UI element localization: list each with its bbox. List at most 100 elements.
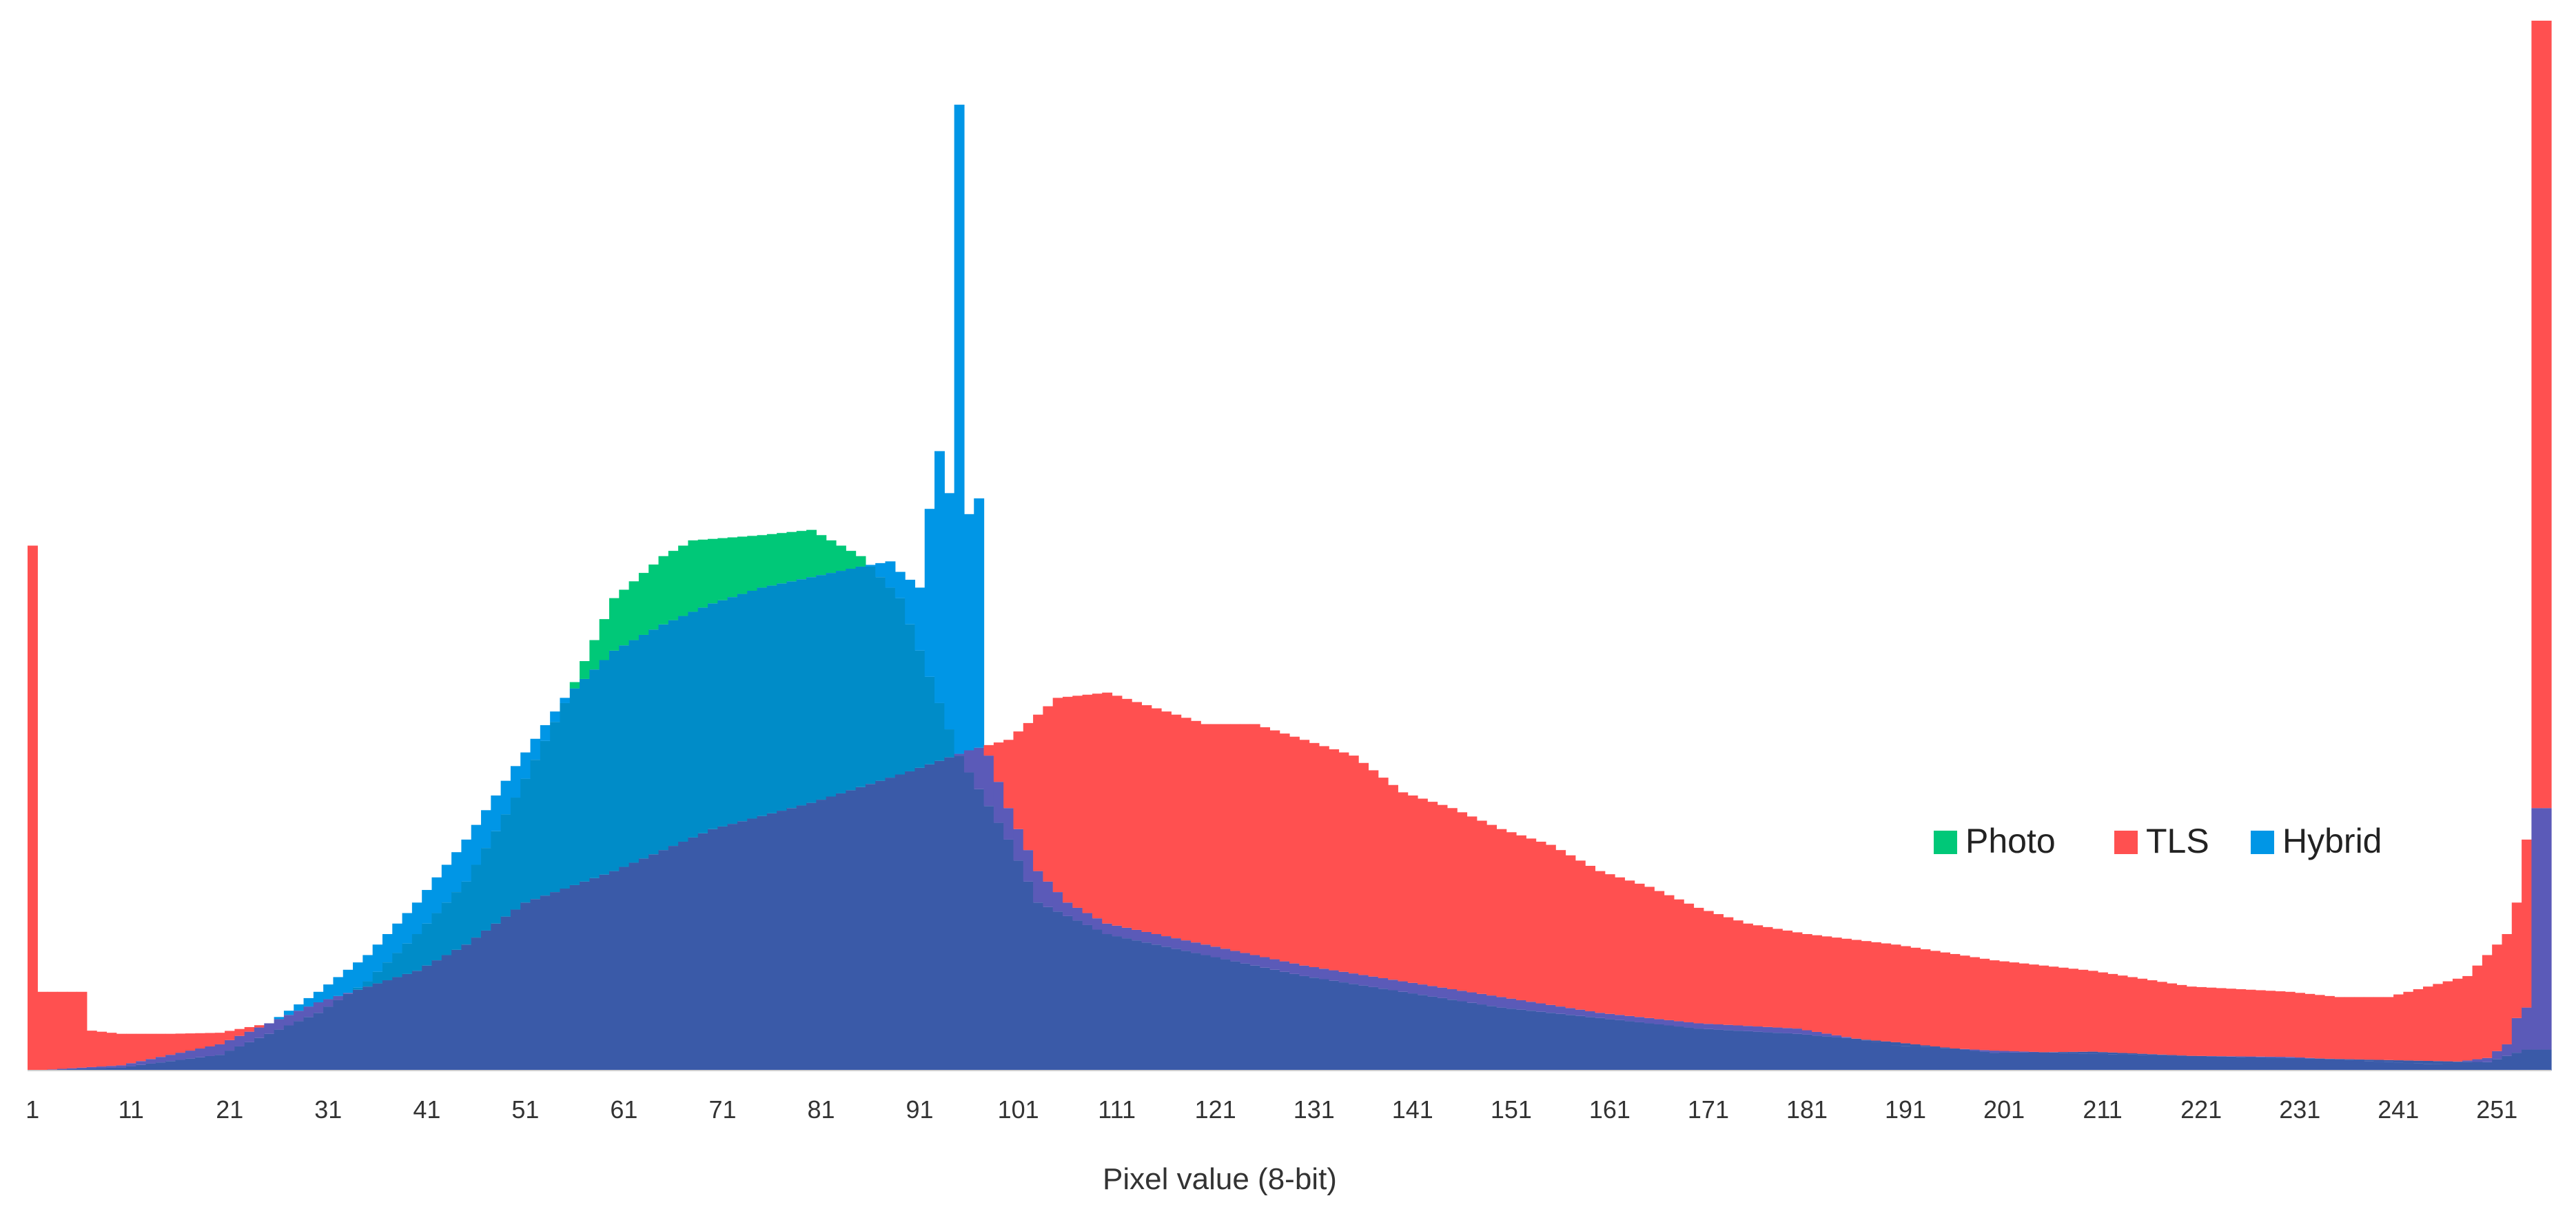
bar-bin-tls	[1496, 829, 1507, 997]
bar-bin-overlap	[924, 764, 935, 1071]
bar-bin-overlap	[1930, 1047, 1941, 1071]
bar-bin-tls	[1654, 891, 1665, 1020]
bar-bin-overlap-pair	[1398, 981, 1409, 992]
bar-bin-overlap-pair	[1329, 970, 1340, 981]
bar-bin-overlap	[86, 1068, 97, 1071]
bar-bin-overlap	[1043, 906, 1054, 1071]
bar-bin-overlap	[2295, 1058, 2305, 1071]
bar-bin-overlap	[2167, 1055, 2178, 1071]
bar-bin-overlap	[2068, 1053, 2078, 1071]
bar-bin-overlap-pair	[1644, 1017, 1655, 1024]
bar-bin-overlap-pair	[1723, 1024, 1734, 1031]
bar-bin-overlap-pair	[993, 782, 1004, 823]
bar-bin-overlap	[1585, 1017, 1596, 1071]
bar-bin-hybrid	[274, 1017, 285, 1020]
bar-bin-tls	[1634, 883, 1645, 1017]
bar-bin-overlap-pair	[1486, 995, 1497, 1006]
bar-bin-tls	[2511, 902, 2522, 1018]
bar-bin-overlap	[1684, 1027, 1695, 1071]
bar-bin-tls	[1615, 877, 1625, 1015]
bar-bin-overlap-pair	[1664, 1020, 1675, 1026]
x-tick-label: 131	[1294, 1095, 1335, 1124]
bar-bin-overlap-pair	[1299, 965, 1310, 976]
bar-bin-overlap-pair	[599, 660, 610, 875]
bar-bin-overlap	[1743, 1031, 1753, 1071]
x-tick-label: 91	[906, 1095, 934, 1124]
bar-bin-hybrid	[875, 563, 886, 578]
bar-bin-overlap	[2018, 1052, 2030, 1071]
bar-bin-hybrid	[520, 752, 531, 779]
bar-bin-overlap-pair	[402, 943, 413, 974]
bar-bin-overlap	[1437, 997, 1448, 1071]
bar-bin-overlap	[1851, 1039, 1862, 1071]
bar-bin-overlap-pair	[954, 753, 965, 756]
bar-bin-overlap	[2462, 1062, 2473, 1071]
bar-bin-tls	[28, 545, 38, 1071]
bar-bin-overlap-pair	[2087, 1051, 2098, 1054]
bar-bin-photo	[747, 536, 758, 591]
bar-bin-overlap-pair	[628, 640, 640, 863]
bar-bin-overlap-pair	[1555, 1006, 1566, 1014]
bar-bin-overlap-pair	[313, 1002, 324, 1013]
bar-bin-tls	[57, 991, 68, 1069]
bar-bin-overlap	[1132, 940, 1143, 1071]
x-tick-label: 11	[119, 1095, 144, 1124]
bar-bin-overlap	[1368, 986, 1379, 1071]
bar-bin-overlap	[2048, 1052, 2059, 1071]
bar-bin-overlap	[2522, 1049, 2532, 1071]
bar-bin-tls	[2186, 986, 2197, 1056]
bar-bin-overlap-pair	[67, 1068, 78, 1069]
bar-bin-overlap-pair	[1870, 1040, 1881, 1042]
bar-bin-hybrid	[411, 902, 422, 935]
bar-bin-overlap-pair	[589, 669, 600, 878]
bar-bin-tls	[2156, 982, 2167, 1055]
bar-bin-overlap	[500, 916, 511, 1071]
bar-bin-overlap	[2284, 1057, 2296, 1071]
bar-bin-overlap-pair	[1792, 1028, 1803, 1034]
bar-bin-overlap	[2097, 1053, 2108, 1071]
bar-bin-tls	[1851, 940, 1862, 1039]
bar-bin-overlap-pair	[1072, 907, 1083, 921]
bar-bin-tls	[1151, 708, 1162, 935]
bar-bin-overlap	[1812, 1035, 1823, 1071]
bar-bin-hybrid	[914, 587, 926, 651]
bar-bin-overlap-pair	[116, 1065, 127, 1068]
bar-bin-tls	[2304, 993, 2316, 1058]
bar-bin-overlap-pair	[1318, 969, 1329, 980]
bar-bin-overlap	[540, 895, 551, 1071]
bar-bin-tls	[1023, 722, 1034, 851]
bar-bin-tls	[116, 1033, 127, 1066]
bar-bin-overlap-pair	[2107, 1052, 2118, 1055]
bar-bin-hybrid	[392, 923, 403, 953]
bar-bin-overlap	[993, 822, 1004, 1071]
bar-bin-overlap-pair	[688, 611, 699, 838]
bar-bin-hybrid	[451, 852, 462, 893]
bar-bin-overlap	[895, 774, 906, 1071]
bar-bin-tls	[1171, 714, 1182, 939]
bar-bin-tls	[2284, 991, 2296, 1057]
bar-bin-tls	[2314, 995, 2325, 1059]
bar-bin-overlap-pair	[1437, 987, 1448, 998]
bar-bin-overlap	[1999, 1052, 2010, 1071]
bar-bin-hybrid	[323, 984, 334, 1000]
bar-bin-tls	[1200, 724, 1212, 945]
bar-bin-tls	[1624, 880, 1635, 1016]
bar-bin-overlap-pair	[382, 962, 393, 981]
bar-bin-overlap	[963, 772, 974, 1071]
bar-bin-overlap	[2196, 1055, 2207, 1071]
bar-bin-overlap	[1082, 924, 1093, 1071]
bar-bin-overlap-pair	[1417, 984, 1428, 995]
bar-bin-overlap-pair	[1220, 949, 1231, 960]
bar-bin-overlap	[2353, 1060, 2364, 1071]
bar-bin-tls	[1062, 696, 1073, 903]
bar-bin-tls	[2255, 990, 2266, 1057]
bar-bin-tls	[96, 1031, 108, 1067]
bar-bin-overlap	[1772, 1033, 1783, 1071]
bar-bin-photo	[589, 640, 600, 670]
bar-bin-tls	[1249, 724, 1260, 955]
bar-bin-photo	[658, 556, 669, 625]
bar-bin-photo	[737, 536, 748, 594]
bar-bin-overlap	[875, 780, 886, 1071]
bar-bin-overlap-pair	[1466, 992, 1478, 1003]
bar-bin-overlap	[1989, 1053, 2000, 1071]
